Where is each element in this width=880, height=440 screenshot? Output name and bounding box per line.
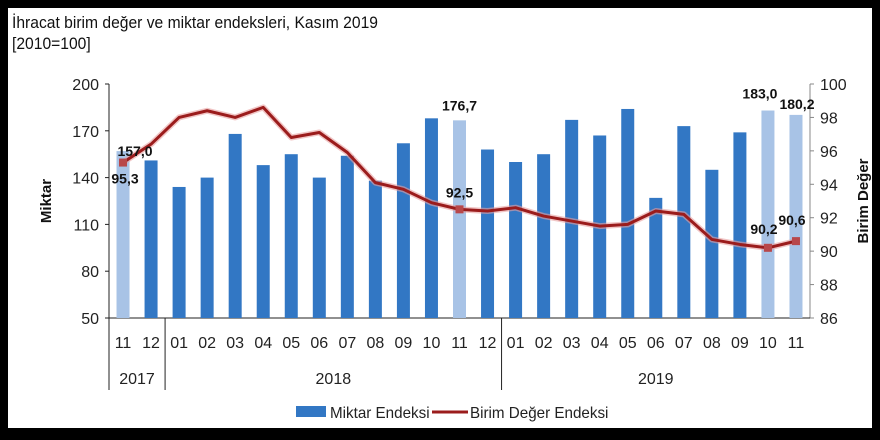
bar-11 (453, 120, 466, 319)
left-tick-label: 170 (72, 124, 99, 141)
x-tick-label: 03 (563, 335, 581, 352)
x-tick-label: 06 (310, 335, 328, 352)
line-data-label: 92,5 (446, 184, 473, 200)
bar-data-label: 180,2 (779, 96, 814, 112)
bar-02 (537, 154, 551, 318)
x-tick-label: 01 (170, 335, 188, 352)
x-tick-label: 04 (254, 335, 272, 352)
bar-data-label: 157,0 (117, 143, 152, 159)
line-marker (763, 243, 772, 252)
bar-01 (172, 186, 186, 318)
right-tick-label: 98 (820, 110, 838, 127)
right-tick-label: 94 (820, 177, 838, 194)
right-tick-label: 90 (820, 244, 838, 261)
bar-09 (733, 132, 747, 318)
bar-12 (481, 149, 495, 318)
x-tick-label: 02 (198, 335, 216, 352)
bar-08 (705, 169, 719, 318)
x-tick-label: 12 (142, 335, 160, 352)
chart-title: İhracat birim değer ve miktar endeksleri… (12, 12, 378, 54)
bar-11 (789, 114, 803, 318)
x-tick-label: 10 (759, 335, 777, 352)
bar-08 (368, 180, 382, 318)
legend-label-miktar: Miktar Endeksi (330, 405, 430, 422)
right-tick-label: 92 (820, 211, 838, 228)
line-data-label: 95,3 (111, 171, 138, 187)
right-tick-label: 96 (820, 144, 838, 161)
chart-title-text: İhracat birim değer ve miktar endeksleri… (12, 13, 378, 32)
right-tick-label: 88 (820, 278, 838, 295)
line-marker (119, 158, 128, 167)
x-tick-label: 09 (731, 335, 749, 352)
x-tick-label: 10 (423, 335, 441, 352)
line-data-label: 90,6 (778, 212, 805, 228)
x-tick-label: 06 (647, 335, 665, 352)
bar-07 (677, 126, 691, 319)
x-tick-label: 11 (115, 335, 132, 352)
line-marker (455, 205, 464, 214)
x-tick-label: 04 (591, 335, 609, 352)
right-tick-label: 100 (820, 77, 847, 94)
x-year-label: 2018 (316, 371, 352, 388)
bar-05 (621, 108, 635, 319)
x-tick-label: 02 (535, 335, 553, 352)
x-tick-label: 11 (788, 335, 805, 352)
right-axis-title: Birim Değer (855, 158, 872, 243)
bar-02 (200, 177, 214, 318)
bar-09 (396, 143, 410, 318)
x-tick-label: 07 (675, 335, 693, 352)
line-marker (791, 237, 800, 246)
legend-swatch-miktar (296, 406, 326, 417)
left-tick-label: 140 (72, 171, 99, 188)
bar-06 (312, 177, 326, 318)
x-tick-label: 03 (226, 335, 244, 352)
x-tick-label: 08 (366, 335, 384, 352)
x-tick-label: 11 (451, 335, 468, 352)
bar-01 (509, 162, 523, 318)
left-tick-label: 80 (81, 264, 99, 281)
bar-10 (761, 110, 775, 319)
bar-07 (340, 155, 354, 318)
right-tick-label: 86 (820, 311, 838, 328)
bar-11 (116, 151, 130, 318)
bar-05 (284, 154, 298, 318)
bar-04 (256, 165, 270, 318)
bar-data-label: 176,7 (442, 97, 477, 113)
legend-label-birim: Birim Değer Endeksi (470, 405, 608, 422)
bar-12 (144, 160, 158, 318)
x-tick-label: 01 (507, 335, 525, 352)
x-tick-label: 05 (282, 335, 300, 352)
left-tick-label: 50 (81, 311, 99, 328)
bar-03 (228, 133, 242, 318)
left-tick-label: 200 (72, 77, 99, 94)
left-axis-title: Miktar (38, 179, 55, 223)
bar-10 (424, 118, 438, 318)
bar-data-label: 183,0 (742, 86, 777, 102)
x-tick-label: 05 (619, 335, 637, 352)
x-tick-label: 09 (395, 335, 413, 352)
chart-subtitle: [2010=100] (12, 34, 91, 53)
bar-06 (649, 197, 663, 318)
x-tick-label: 07 (338, 335, 356, 352)
line-data-label: 90,2 (750, 221, 777, 237)
x-year-label: 2019 (638, 371, 674, 388)
x-tick-label: 12 (479, 335, 497, 352)
x-tick-label: 08 (703, 335, 721, 352)
left-tick-label: 110 (73, 217, 99, 234)
x-year-label: 2017 (119, 371, 155, 388)
